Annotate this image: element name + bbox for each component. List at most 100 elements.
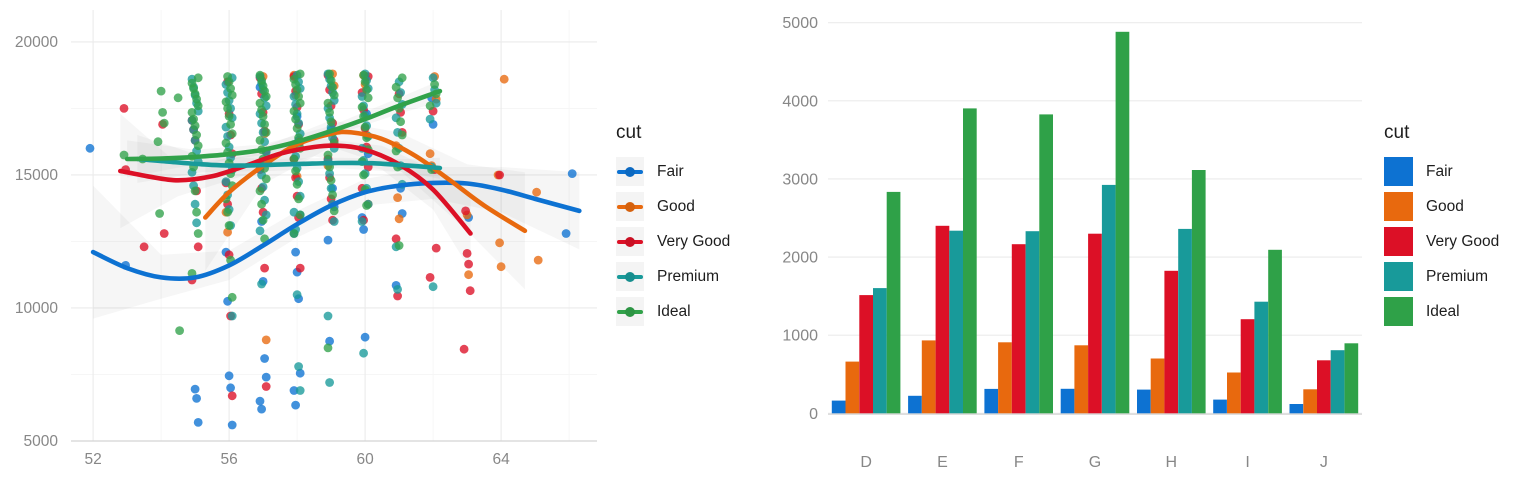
bar-J-fair bbox=[1289, 404, 1304, 414]
bar-I-ideal bbox=[1268, 249, 1282, 414]
scatter-point bbox=[227, 90, 237, 100]
ribbon-very-good bbox=[120, 113, 471, 271]
scatter-point bbox=[261, 372, 271, 382]
smooth-line-premium bbox=[135, 156, 443, 171]
scatter-point bbox=[459, 344, 469, 354]
scatter-point bbox=[153, 137, 163, 147]
scatter-point bbox=[360, 122, 370, 132]
scatter-point bbox=[292, 290, 302, 300]
bar-F-premium bbox=[1025, 231, 1040, 414]
scatter-point bbox=[224, 371, 234, 381]
y-tick-label: 0 bbox=[809, 406, 818, 423]
scatter-point bbox=[295, 263, 305, 273]
scatter-point bbox=[193, 73, 203, 83]
scatter-point bbox=[155, 209, 165, 218]
scatter-legend-items: Fair Good Very Good Premium Ideal bbox=[616, 154, 730, 329]
scatter-point bbox=[465, 286, 475, 296]
scatter-point bbox=[192, 394, 202, 403]
legend-dot-glyph bbox=[625, 272, 635, 282]
scatter-legend: cut Fair Good Very Good Premium Ideal bbox=[616, 122, 730, 329]
legend-swatch-icon bbox=[1384, 262, 1413, 291]
bar-F-good bbox=[998, 342, 1012, 414]
scatter-point bbox=[323, 311, 333, 321]
scatter-point bbox=[323, 150, 333, 160]
bar-H-good bbox=[1150, 358, 1165, 414]
category-label: I bbox=[1245, 454, 1249, 471]
scatter-point bbox=[294, 194, 303, 204]
legend-label: Fair bbox=[657, 162, 684, 180]
scatter-point bbox=[329, 206, 339, 216]
scatter-point bbox=[325, 69, 334, 79]
scatter-point bbox=[187, 108, 197, 117]
legend-dot-glyph bbox=[625, 167, 635, 177]
scatter-point bbox=[329, 217, 339, 226]
bar-J-premium bbox=[1330, 350, 1345, 414]
bar-F-very-good bbox=[1011, 244, 1026, 414]
bars-good bbox=[845, 340, 1317, 414]
legend-dot-glyph bbox=[625, 307, 635, 317]
confidence-ribbons bbox=[93, 80, 580, 319]
category-label: E bbox=[937, 454, 948, 471]
scatter-point bbox=[158, 108, 168, 117]
scatter-point bbox=[428, 282, 438, 292]
scatter-point bbox=[260, 263, 269, 273]
scatter-point bbox=[227, 311, 237, 321]
y-tick-label: 1000 bbox=[782, 328, 818, 345]
scatter-point bbox=[464, 259, 473, 269]
scatter-point bbox=[159, 229, 169, 238]
category-label: J bbox=[1320, 454, 1328, 471]
legend-key-line-dot-icon bbox=[616, 157, 644, 186]
scatter-point bbox=[391, 82, 401, 92]
x-tick-label: 56 bbox=[220, 451, 237, 468]
bar-E-premium bbox=[949, 230, 963, 414]
ribbon-fair bbox=[93, 167, 580, 319]
scatter-point bbox=[499, 74, 509, 84]
scatter-point bbox=[292, 179, 302, 189]
legend-item-good: Good bbox=[1384, 189, 1499, 224]
legend-item-very-good: Very Good bbox=[1384, 224, 1499, 259]
scatter-point bbox=[292, 123, 302, 133]
scatter-point bbox=[359, 70, 368, 80]
scatter-point bbox=[173, 93, 183, 103]
legend-item-premium: Premium bbox=[1384, 259, 1499, 294]
scatter-point bbox=[257, 105, 266, 115]
scatter-y-tick-labels: 5000 10000 15000 20000 bbox=[15, 34, 58, 450]
scatter-point bbox=[193, 229, 203, 238]
scatter-point bbox=[223, 207, 233, 217]
scatter-point bbox=[561, 229, 571, 238]
scatter-point bbox=[325, 108, 334, 117]
y-tick-label: 15000 bbox=[15, 167, 58, 184]
scatter-point bbox=[533, 255, 543, 265]
scatter-point bbox=[289, 386, 299, 395]
scatter-point bbox=[425, 149, 435, 159]
scatter-point bbox=[255, 226, 265, 236]
scatter-point bbox=[292, 85, 302, 95]
legend-label: Fair bbox=[1426, 162, 1453, 180]
scatter-point bbox=[393, 93, 402, 103]
scatter-point bbox=[193, 418, 203, 427]
bars-ideal bbox=[886, 31, 1359, 414]
scatter-chart: 52 56 60 64 5000 10000 15000 20000 bbox=[15, 10, 597, 468]
scatter-point bbox=[223, 227, 233, 237]
scatter-point bbox=[396, 117, 405, 127]
scatter-point bbox=[294, 92, 303, 101]
scatter-point bbox=[190, 384, 200, 394]
scatter-point bbox=[190, 121, 200, 131]
scatter-point bbox=[85, 143, 95, 153]
scatter-point bbox=[328, 82, 337, 92]
bar-G-premium bbox=[1101, 184, 1116, 414]
bar-legend-items: Fair Good Very Good Premium Ideal bbox=[1384, 154, 1499, 329]
scatter-point bbox=[291, 247, 300, 257]
y-tick-label: 10000 bbox=[15, 300, 58, 317]
scatter-point bbox=[221, 138, 231, 148]
scatter-point bbox=[359, 348, 368, 358]
legend-dot-glyph bbox=[625, 202, 635, 212]
y-tick-label: 4000 bbox=[782, 93, 818, 110]
legend-key-line-dot-icon bbox=[616, 297, 644, 326]
scatter-point bbox=[221, 97, 231, 107]
bar-H-fair bbox=[1137, 389, 1151, 414]
scatter-point bbox=[193, 141, 203, 151]
scatter-point bbox=[393, 285, 402, 294]
y-tick-label: 20000 bbox=[15, 34, 58, 51]
scatter-point bbox=[193, 242, 203, 252]
